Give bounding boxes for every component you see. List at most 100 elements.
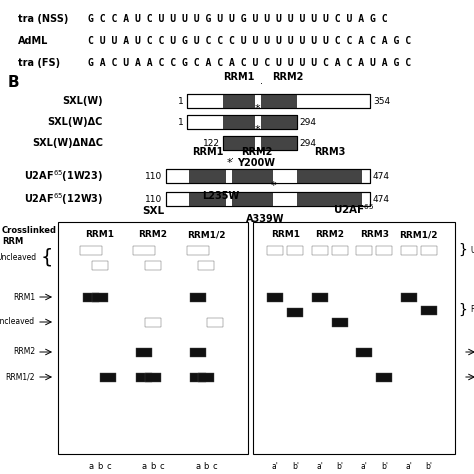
Text: .: .	[260, 76, 263, 86]
Text: a: a	[195, 462, 200, 471]
Bar	[145, 318, 161, 327]
Text: a: a	[89, 462, 94, 471]
Text: Uncleaved: Uncleaved	[0, 318, 35, 327]
Bar	[401, 292, 417, 301]
Text: *: *	[270, 181, 276, 191]
Text: a: a	[142, 462, 147, 471]
Bar	[223, 115, 255, 129]
Bar	[273, 192, 297, 206]
Text: 110: 110	[146, 172, 163, 181]
Text: RRM1: RRM1	[85, 230, 114, 239]
Bar	[267, 246, 283, 255]
Bar	[255, 136, 261, 150]
Text: b: b	[97, 462, 102, 471]
Text: 294: 294	[300, 138, 317, 147]
Bar	[92, 292, 108, 301]
Text: U2AF$^{65}$(12W3): U2AF$^{65}$(12W3)	[24, 191, 103, 207]
Text: C U U A U C C U G U C C C U U U U U U U U C C A C A G C: C U U A U C C U G U C C C U U U U U U U …	[88, 36, 411, 46]
Bar	[226, 169, 232, 183]
Bar	[255, 94, 261, 108]
Bar	[92, 261, 108, 270]
Text: a': a'	[316, 462, 323, 471]
Bar	[312, 292, 328, 301]
Text: AdML: AdML	[18, 36, 48, 46]
Bar	[145, 261, 161, 270]
Text: U2AF$^{65}$(1W23): U2AF$^{65}$(1W23)	[24, 168, 103, 184]
Text: RRM1: RRM1	[223, 72, 255, 82]
Bar	[312, 246, 328, 255]
Text: c: c	[106, 462, 110, 471]
Text: A339W: A339W	[246, 214, 284, 224]
Text: RRM2: RRM2	[138, 230, 167, 239]
Text: 474: 474	[373, 172, 390, 181]
Bar	[332, 318, 348, 327]
Text: G A C U A A C C G C A C A C U C U U U U C A C A U A G C: G A C U A A C C G C A C A C U C U U U U …	[88, 58, 411, 68]
Text: {: {	[41, 248, 53, 267]
Text: a': a'	[272, 462, 279, 471]
Bar	[356, 347, 372, 356]
Bar	[421, 246, 437, 255]
Text: RRM1/2: RRM1/2	[187, 230, 226, 239]
Bar	[189, 192, 226, 206]
Bar	[187, 115, 297, 129]
Text: RRM1: RRM1	[13, 292, 35, 301]
Bar	[223, 94, 255, 108]
Text: b': b'	[425, 462, 432, 471]
Text: 294: 294	[300, 118, 317, 127]
Text: RRM2: RRM2	[470, 305, 474, 314]
Text: *: *	[255, 104, 261, 114]
Text: a': a'	[361, 462, 367, 471]
Text: 122: 122	[203, 138, 220, 147]
Bar	[223, 136, 297, 150]
Text: B: B	[8, 74, 19, 90]
Bar	[273, 169, 297, 183]
Bar	[187, 115, 297, 129]
Bar	[261, 115, 297, 129]
Text: G C C A U C U U U U G U U G U U U U U U U C U A G C: G C C A U C U U U U G U U G U U U U U U …	[88, 14, 388, 24]
Text: SXL: SXL	[142, 206, 164, 216]
Bar	[267, 292, 283, 301]
Text: *: *	[255, 125, 261, 135]
Text: b': b'	[337, 462, 343, 471]
Bar	[58, 222, 248, 454]
Text: 1: 1	[178, 118, 183, 127]
Text: a': a'	[405, 462, 412, 471]
Bar	[207, 318, 223, 327]
Bar	[198, 261, 214, 270]
Text: U2AF$^{65}$: U2AF$^{65}$	[333, 202, 375, 216]
Text: b': b'	[292, 462, 299, 471]
Bar	[297, 192, 362, 206]
Bar	[376, 373, 392, 382]
Text: }: }	[458, 243, 467, 257]
Bar	[232, 169, 273, 183]
Bar	[376, 246, 392, 255]
Bar	[165, 169, 370, 183]
Text: }: }	[458, 302, 467, 317]
Bar	[261, 136, 297, 150]
Bar	[253, 222, 455, 454]
Text: RRM1/2: RRM1/2	[6, 373, 35, 382]
Bar	[287, 246, 303, 255]
Bar	[189, 169, 226, 183]
Bar	[297, 169, 362, 183]
Text: c: c	[212, 462, 217, 471]
Text: c: c	[159, 462, 164, 471]
Bar	[356, 246, 372, 255]
Bar	[187, 94, 370, 108]
Text: RRM1: RRM1	[192, 147, 223, 157]
Bar	[287, 308, 303, 317]
Bar	[137, 347, 153, 356]
Bar	[226, 192, 232, 206]
Bar	[187, 94, 370, 108]
Text: SXL(W)ΔNΔC: SXL(W)ΔNΔC	[32, 138, 103, 148]
Bar	[165, 192, 370, 206]
Bar	[223, 136, 297, 150]
Bar	[401, 246, 417, 255]
Text: RRM2: RRM2	[315, 230, 344, 239]
Bar	[100, 373, 116, 382]
Bar	[187, 246, 209, 255]
Bar	[198, 373, 214, 382]
Text: RRM3: RRM3	[314, 147, 345, 157]
Bar	[255, 115, 261, 129]
Bar	[223, 136, 255, 150]
